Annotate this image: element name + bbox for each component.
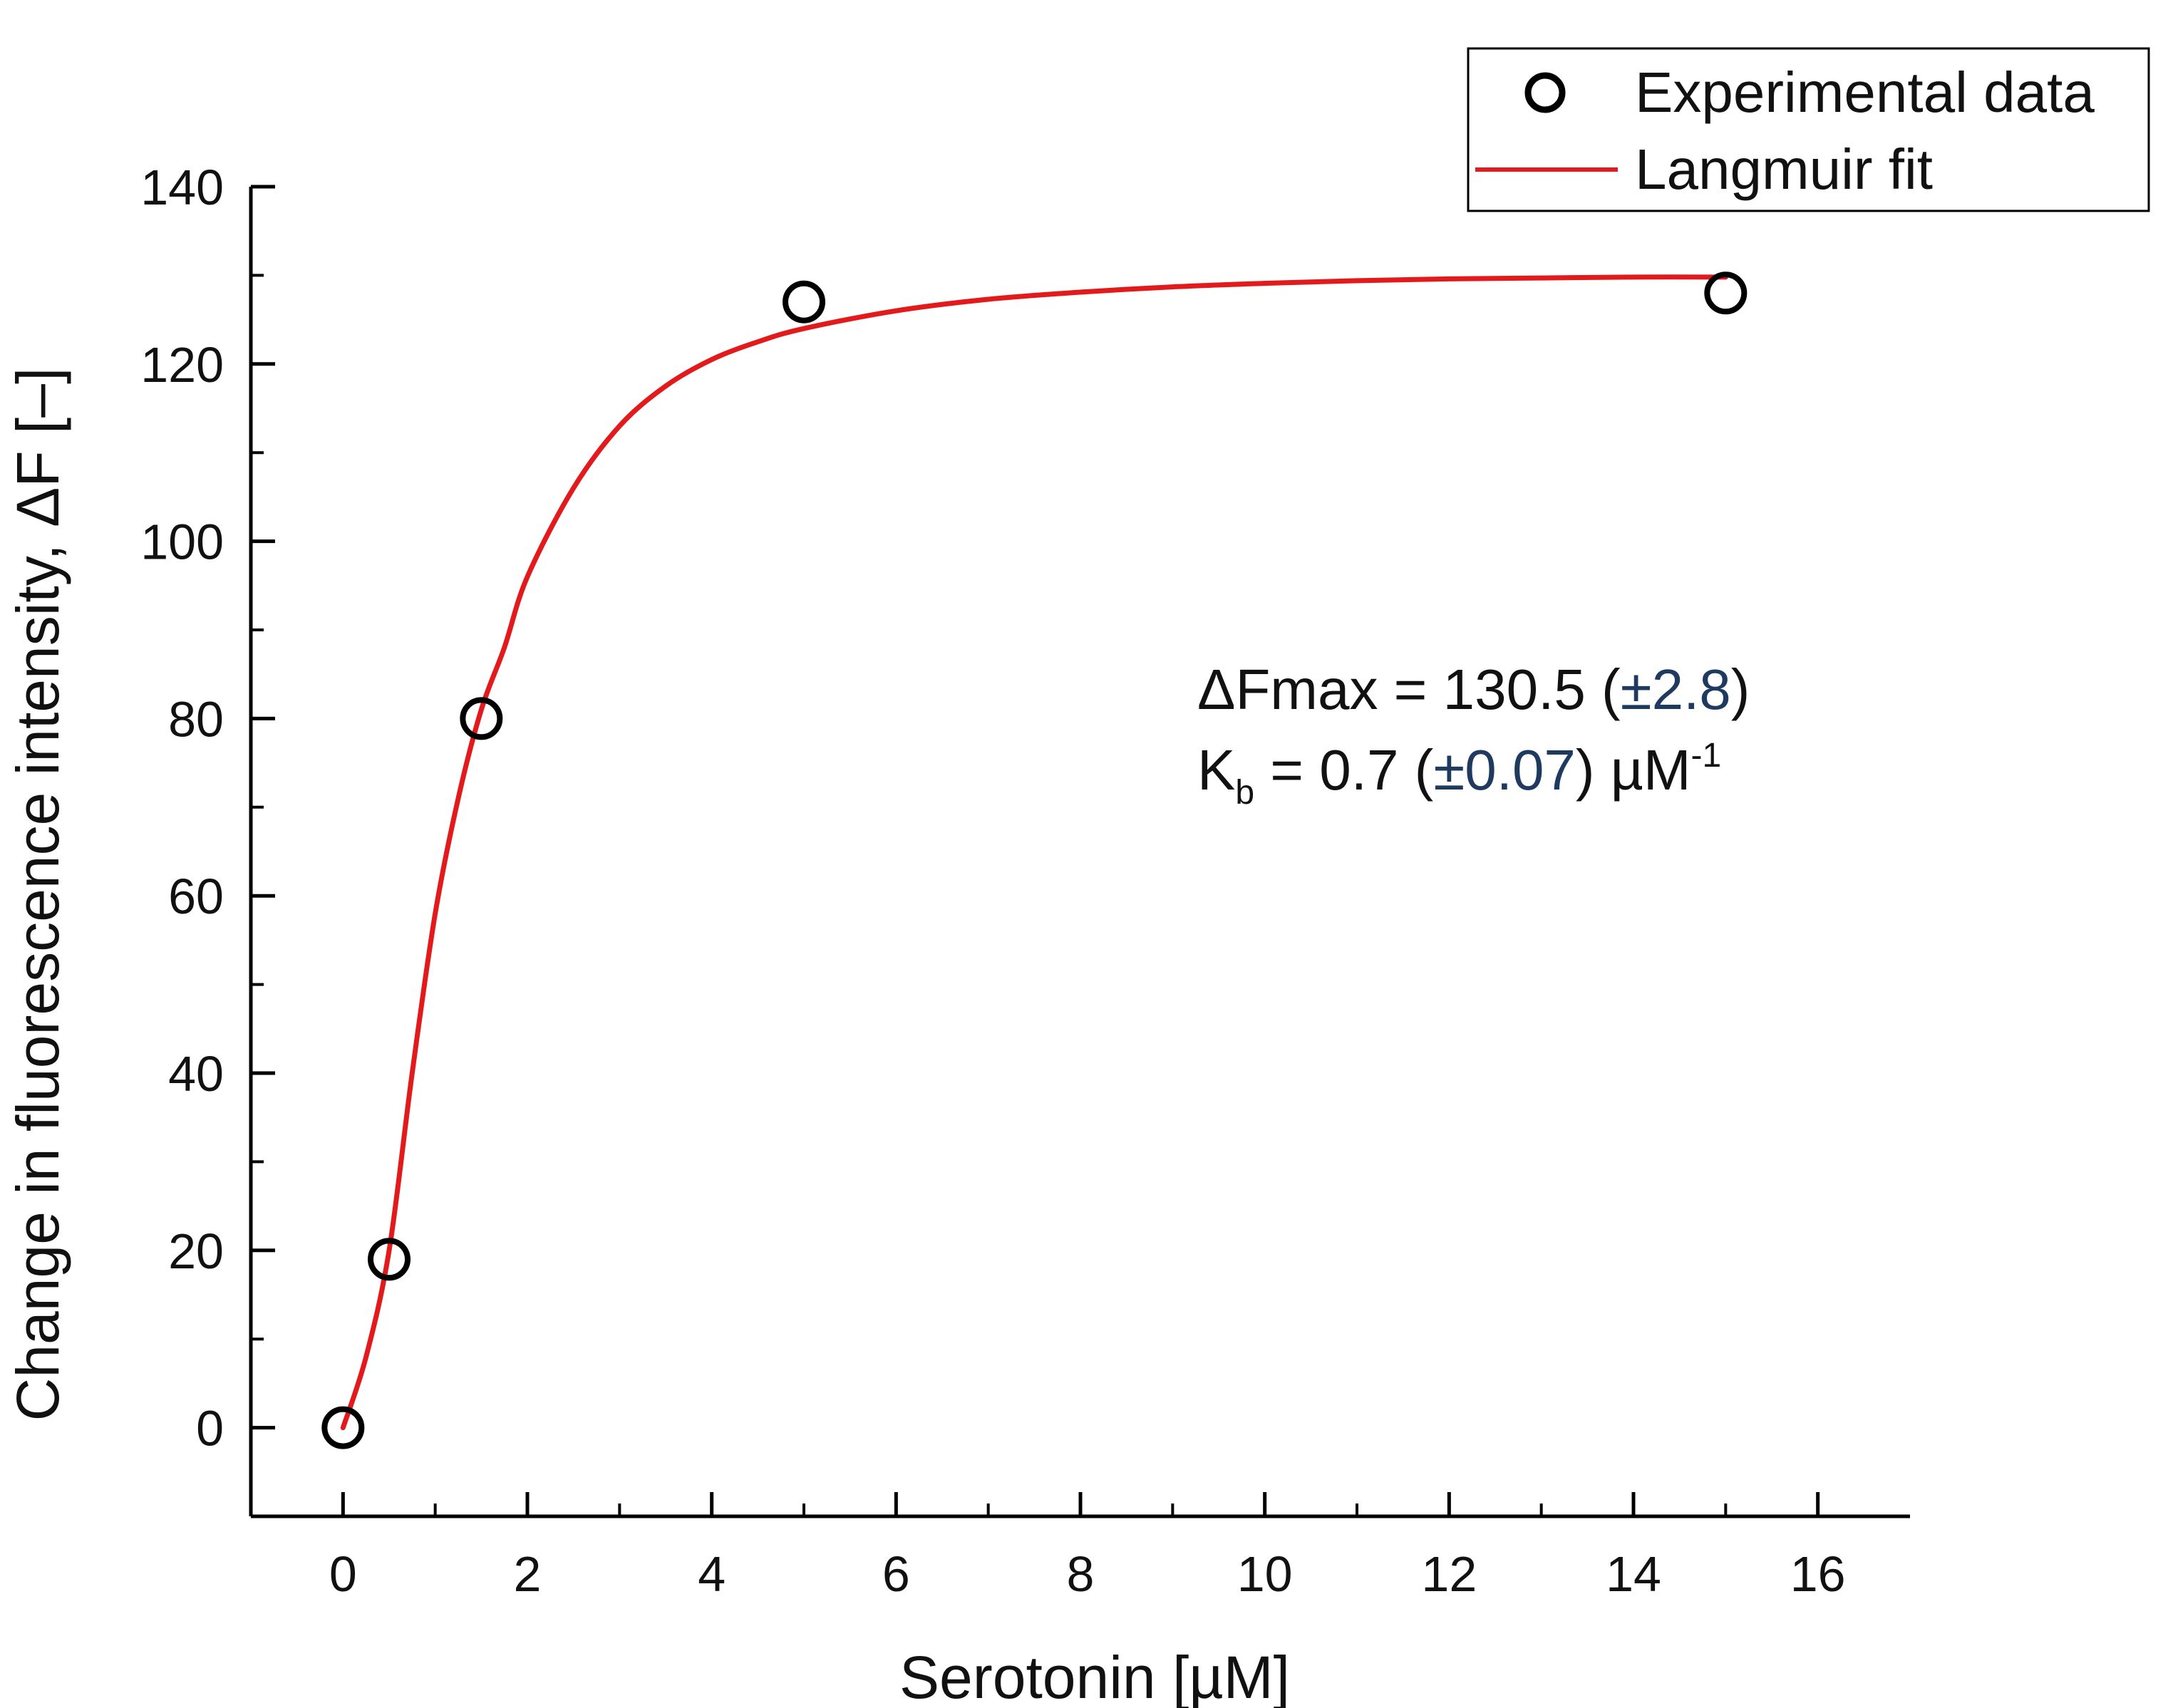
annotation-dfmax-close: ): [1731, 658, 1750, 721]
y-tick-label: 140: [140, 160, 224, 215]
annotation-kb-symbol: K: [1197, 738, 1235, 802]
x-tick-label: 8: [1067, 1546, 1095, 1602]
legend-marker-experimental-data: [1524, 72, 1566, 113]
legend-label-experimental-data: Experimental data: [1635, 61, 2095, 124]
x-axis-ticks: 0 2 4 6 8 10 12 14 16: [329, 1492, 1846, 1602]
x-tick-label: 2: [514, 1546, 542, 1602]
x-tick-label: 6: [882, 1546, 910, 1602]
x-tick-label: 14: [1606, 1546, 1661, 1602]
annotation-dfmax-text: ΔFmax = 130.5 (: [1197, 658, 1621, 721]
x-tick-label: 12: [1421, 1546, 1477, 1602]
plot-area: [249, 187, 1910, 1518]
y-tick-label: 40: [168, 1046, 224, 1102]
y-tick-label: 120: [140, 337, 224, 393]
x-tick-label: 10: [1237, 1546, 1293, 1602]
legend-label-langmuir-fit: Langmuir fit: [1635, 138, 1933, 201]
x-axis-title: Serotonin [µM]: [899, 1644, 1290, 1708]
x-tick-label: 4: [698, 1546, 726, 1602]
annotation-dfmax-error: ±2.8: [1621, 658, 1731, 721]
y-tick-label: 100: [140, 514, 224, 570]
annotation-kb-subscript: b: [1235, 774, 1254, 812]
data-point: [460, 697, 503, 740]
data-point: [783, 280, 825, 324]
y-tick-label: 80: [168, 691, 224, 747]
y-tick-label: 0: [196, 1401, 224, 1456]
series-layer: [321, 271, 1748, 1449]
data-point: [321, 1406, 365, 1449]
data-point: [1704, 271, 1748, 315]
legend: Experimental data Langmuir fit: [1467, 47, 2150, 212]
annotation-kb-value: = 0.7 (: [1254, 738, 1434, 802]
x-tick-label: 16: [1790, 1546, 1846, 1602]
y-tick-label: 20: [168, 1223, 224, 1279]
fit-parameters-annotation: ΔFmax = 130.5 (±2.8) Kb = 0.7 (±0.07) µM…: [1197, 658, 1750, 812]
y-axis-title: Change in fluorescence intensity, ΔF [–]: [4, 368, 71, 1422]
annotation-kb-unit: ) µM: [1576, 738, 1691, 802]
data-point: [368, 1238, 411, 1281]
annotation-kb: Kb = 0.7 (±0.07) µM-1: [1197, 737, 1721, 812]
x-tick-label: 0: [329, 1546, 357, 1602]
fit-line-langmuir: [340, 274, 1728, 1431]
annotation-kb-error: ±0.07: [1433, 738, 1576, 802]
annotation-kb-superscript: -1: [1691, 737, 1722, 775]
legend-box: [1467, 47, 2150, 212]
y-tick-label: 60: [168, 869, 224, 924]
annotation-dfmax: ΔFmax = 130.5 (±2.8): [1197, 658, 1750, 721]
y-axis-ticks: 0 20 40 60 80 100 120 140: [140, 160, 275, 1456]
